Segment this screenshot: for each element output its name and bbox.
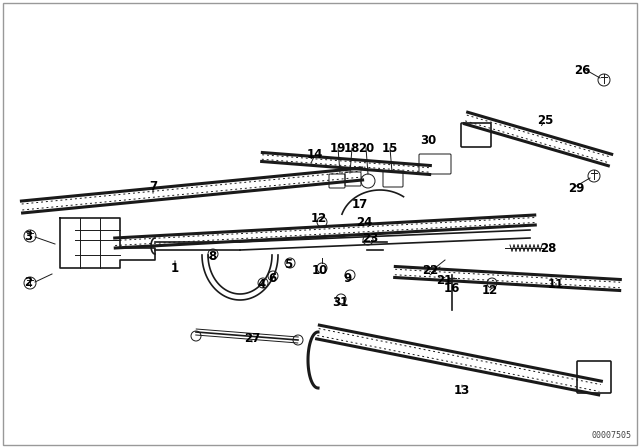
Text: 22: 22 (422, 263, 438, 276)
Text: 4: 4 (258, 279, 266, 292)
Text: 19: 19 (330, 142, 346, 155)
Text: 27: 27 (244, 332, 260, 345)
Text: 17: 17 (352, 198, 368, 211)
Text: 21: 21 (436, 273, 452, 287)
Text: 3: 3 (24, 231, 32, 244)
Text: 8: 8 (208, 250, 216, 263)
Text: 6: 6 (268, 271, 276, 284)
Text: 10: 10 (312, 263, 328, 276)
Text: 12: 12 (482, 284, 498, 297)
Text: 18: 18 (344, 142, 360, 155)
Text: 9: 9 (344, 271, 352, 284)
Text: 15: 15 (382, 142, 398, 155)
Text: 24: 24 (356, 215, 372, 228)
Text: 23: 23 (362, 232, 378, 245)
Text: 16: 16 (444, 281, 460, 294)
Text: 30: 30 (420, 134, 436, 146)
Text: 11: 11 (548, 279, 564, 292)
Text: 2: 2 (24, 276, 32, 289)
Text: 25: 25 (537, 113, 553, 126)
Text: 28: 28 (540, 241, 556, 254)
Text: 1: 1 (171, 262, 179, 275)
Text: 31: 31 (332, 296, 348, 309)
Text: 29: 29 (568, 181, 584, 194)
Text: 14: 14 (307, 148, 323, 161)
Text: 12: 12 (311, 211, 327, 224)
Text: 00007505: 00007505 (592, 431, 632, 440)
Text: 7: 7 (149, 180, 157, 193)
Text: 26: 26 (574, 64, 590, 77)
Text: 20: 20 (358, 142, 374, 155)
Text: 13: 13 (454, 383, 470, 396)
Text: 5: 5 (284, 258, 292, 271)
